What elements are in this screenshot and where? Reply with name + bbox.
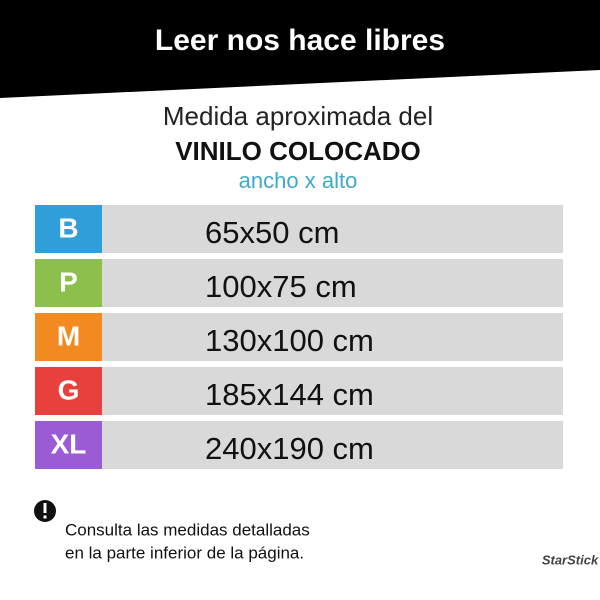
size-code: M	[57, 320, 80, 351]
size-table: B 65x50 cm P 100x75 cm M 130x100 cm G 185x144 c…	[35, 205, 563, 469]
size-measure: 185x144 cm	[205, 377, 374, 412]
size-badge	[35, 313, 102, 361]
size-code: B	[58, 212, 78, 243]
row-bar	[102, 421, 563, 469]
header-title: Leer nos hace libres	[155, 24, 445, 57]
size-badge	[35, 259, 102, 307]
heading-dimensions: ancho x alto	[239, 168, 358, 193]
size-code: P	[59, 266, 78, 297]
heading-line: Medida aproximada del	[163, 101, 433, 131]
size-measure: 130x100 cm	[205, 323, 374, 358]
size-measure: 65x50 cm	[205, 215, 339, 250]
note-line: Consulta las medidas detalladas	[65, 520, 310, 539]
heading-bold: VINILO COLOCADO	[175, 136, 421, 166]
row-bar	[102, 259, 563, 307]
logo: StarStick	[542, 552, 599, 567]
size-badge	[35, 367, 102, 415]
size-badge	[35, 205, 102, 253]
size-code: XL	[51, 428, 87, 459]
row-bar	[102, 367, 563, 415]
info-icon-dot	[43, 515, 47, 519]
size-code: G	[58, 374, 80, 405]
size-measure: 100x75 cm	[205, 269, 357, 304]
header-band	[0, 0, 600, 98]
note-line: en la parte inferior de la página.	[65, 543, 304, 562]
row-bar	[102, 205, 563, 253]
row-bar	[102, 313, 563, 361]
size-measure: 240x190 cm	[205, 431, 374, 466]
info-icon-mark	[43, 503, 47, 513]
size-badge	[35, 421, 102, 469]
